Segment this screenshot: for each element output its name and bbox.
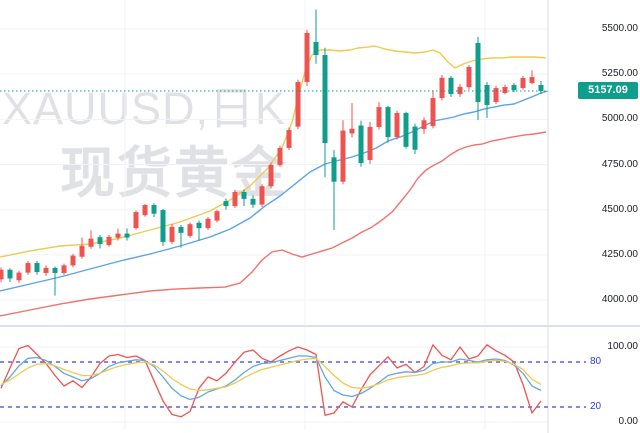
price-axis-background [548, 0, 640, 433]
candle-body [430, 98, 436, 127]
candle-body [457, 86, 463, 95]
candle-body [79, 245, 85, 257]
candle-body [205, 218, 211, 229]
candle-body [25, 263, 31, 273]
candle-body [70, 255, 76, 266]
indicator-line-red [0, 344, 542, 418]
candle-body [97, 237, 103, 245]
candle-body [538, 85, 544, 91]
candle-body [304, 32, 310, 82]
indicator-line-yellow [0, 357, 542, 392]
candle-body [241, 192, 247, 199]
candle-body [133, 212, 139, 229]
candle-body [340, 130, 346, 182]
candle-body [214, 211, 220, 221]
candle-body [196, 222, 202, 229]
candle-body [475, 42, 481, 103]
middle-band-line [0, 90, 549, 292]
candle-body [313, 42, 319, 56]
candle-body [376, 107, 382, 127]
candle-body [439, 77, 445, 99]
candle-body [529, 77, 535, 84]
candle-body [466, 66, 472, 88]
candle-body [169, 226, 175, 242]
candle-body [277, 147, 283, 165]
candle-body [268, 164, 274, 187]
candle-body [34, 263, 40, 273]
candle-body [502, 87, 508, 93]
candle-body [421, 120, 427, 130]
candle-body [7, 269, 13, 279]
candle-body [511, 85, 517, 91]
candle-body [160, 210, 166, 242]
candle-body [448, 77, 454, 95]
candle-body [106, 236, 112, 245]
candle-body [493, 88, 499, 103]
lower-band-line [0, 131, 547, 317]
candle-body [52, 267, 58, 273]
candle-body [124, 233, 130, 238]
candle-body [61, 265, 67, 273]
candle-body [385, 107, 391, 138]
candle-body [331, 157, 337, 182]
candle-body [394, 113, 400, 138]
candle-body [358, 125, 364, 164]
candle-body [349, 128, 355, 134]
candle-body [403, 113, 409, 147]
candle-body [88, 238, 94, 247]
candle-body [43, 267, 49, 273]
candle-body [520, 77, 526, 89]
candle-body [178, 226, 184, 233]
candle-body [259, 186, 265, 205]
candle-body [223, 201, 229, 207]
candle-body [142, 205, 148, 216]
candle-body [286, 130, 292, 148]
candle-body [151, 205, 157, 214]
candle-body [295, 81, 301, 127]
candle-body [0, 269, 4, 280]
upper-band-line [0, 45, 547, 258]
candle-body [115, 233, 121, 238]
candle-body [232, 192, 238, 207]
candle-body [484, 85, 490, 106]
candle-body [322, 55, 328, 144]
candle-body [16, 272, 22, 281]
candle-body [367, 126, 373, 161]
candle-body [250, 198, 256, 205]
candle-body [187, 224, 193, 236]
indicator-line-blue [0, 355, 542, 401]
candle-body [412, 126, 418, 150]
